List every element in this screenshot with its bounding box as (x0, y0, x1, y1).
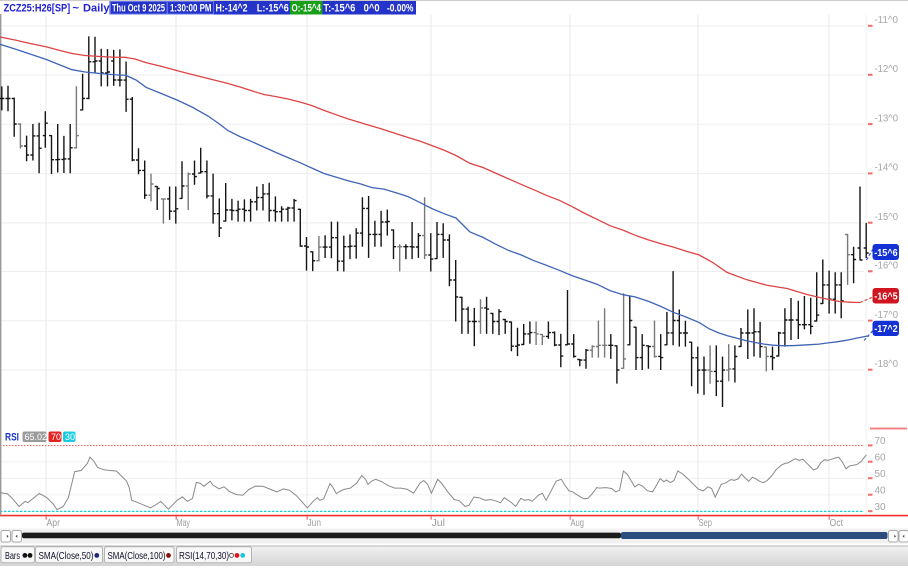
svg-text:Bars: Bars (5, 550, 20, 562)
svg-text:1:30:00 PM: 1:30:00 PM (170, 3, 212, 15)
svg-text:-14^0: -14^0 (875, 163, 899, 174)
svg-text:-15^0: -15^0 (875, 212, 899, 223)
svg-text:70: 70 (875, 436, 887, 447)
svg-text:-13^0: -13^0 (875, 113, 899, 124)
svg-text:-18^0: -18^0 (875, 359, 899, 370)
svg-text:~: ~ (73, 3, 80, 15)
svg-text:-12^0: -12^0 (875, 64, 899, 75)
svg-text:-17^0: -17^0 (875, 310, 899, 321)
svg-text:65.02: 65.02 (25, 432, 48, 442)
svg-text:30: 30 (65, 432, 75, 442)
svg-text:Jul: Jul (432, 518, 446, 529)
svg-text:SMA(Close,100): SMA(Close,100) (108, 550, 166, 562)
svg-text:Sep: Sep (699, 518, 713, 529)
svg-text:Thu Oct 9 2025: Thu Oct 9 2025 (112, 3, 165, 15)
svg-text:40: 40 (875, 485, 887, 496)
svg-text:Jun: Jun (308, 518, 322, 529)
svg-text:RSI: RSI (5, 432, 19, 444)
svg-text:0^0: 0^0 (364, 3, 380, 15)
svg-text:H:-14^2: H:-14^2 (216, 3, 248, 15)
svg-text:-11^0: -11^0 (875, 15, 899, 26)
svg-text:ZCZ25:H26[SP]: ZCZ25:H26[SP] (4, 3, 71, 15)
svg-text:-0.00%: -0.00% (387, 3, 414, 15)
svg-text:-15^6: -15^6 (874, 247, 898, 259)
svg-text:50: 50 (875, 469, 887, 480)
svg-text:O:-15^4: O:-15^4 (292, 3, 322, 15)
svg-text:-16^5: -16^5 (874, 291, 898, 303)
svg-text:-16^0: -16^0 (875, 261, 899, 272)
svg-text:SMA(Close,50): SMA(Close,50) (39, 550, 94, 562)
svg-text:Daily: Daily (83, 3, 110, 15)
svg-text:T:-15^6: T:-15^6 (323, 3, 355, 15)
svg-text:RSI(14,70,30): RSI(14,70,30) (179, 550, 229, 562)
svg-text:60: 60 (875, 452, 887, 463)
svg-text:L:-15^6: L:-15^6 (257, 3, 289, 15)
svg-text:30: 30 (875, 502, 887, 513)
svg-text:-17^2: -17^2 (874, 323, 898, 335)
svg-text:Aug: Aug (571, 518, 585, 529)
svg-text:70: 70 (51, 432, 61, 442)
svg-text:May: May (177, 518, 191, 529)
svg-text:Apr: Apr (47, 518, 61, 529)
svg-text:Oct: Oct (830, 518, 844, 529)
